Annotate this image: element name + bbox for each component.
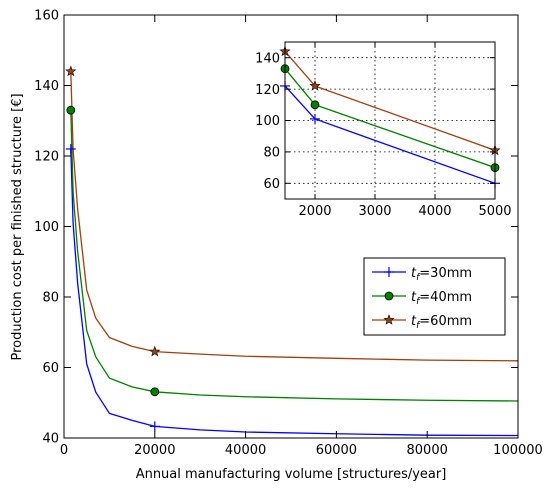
legend-swatch-marker bbox=[384, 291, 394, 301]
main-y-tick-label: 120 bbox=[34, 150, 59, 165]
main-y-tick-label: 140 bbox=[34, 79, 59, 94]
inset-y-tick-label: 80 bbox=[263, 146, 280, 161]
main-y-tick-label: 40 bbox=[42, 432, 59, 447]
main-plot: 0 20000 40000 60000 80000 100000 40 60 80 100 120 1… bbox=[34, 9, 543, 458]
main-x-tick-label: 20000 bbox=[134, 443, 175, 458]
inset-x-tick-label: 5000 bbox=[478, 204, 511, 219]
main-series-line-t-f-60mm bbox=[70, 71, 518, 362]
main-y-tick-label: 60 bbox=[42, 361, 59, 376]
inset-data-point-t-f-60mm bbox=[309, 80, 321, 91]
main-data-point-t-f-60mm bbox=[65, 65, 77, 77]
inset-y-tick-label: 60 bbox=[263, 177, 280, 192]
main-y-tick-label: 80 bbox=[42, 291, 59, 306]
legend-entry: tf=60mm bbox=[372, 314, 472, 331]
legend-label: tf=40mm bbox=[411, 290, 472, 307]
inset-x-tick-label: 4000 bbox=[418, 204, 451, 219]
legend-swatch-marker bbox=[383, 314, 395, 325]
legend: tf=30mm tf=40mm tf=60mm bbox=[363, 257, 506, 336]
main-x-tick-label: 0 bbox=[60, 443, 68, 458]
inset-x-tick-label: 2000 bbox=[298, 204, 331, 219]
main-x-tick-label: 100000 bbox=[493, 443, 543, 458]
y-axis-label: Production cost per finished structure [… bbox=[10, 93, 25, 360]
main-series-line-t-f-40mm bbox=[70, 110, 518, 402]
main-data-point-t-f-40mm bbox=[150, 387, 160, 397]
inset-y-tick-label: 100 bbox=[255, 114, 280, 129]
inset-x-tick-label: 3000 bbox=[358, 204, 391, 219]
inset-data-point-t-f-40mm bbox=[310, 100, 320, 110]
legend-entry: tf=30mm bbox=[372, 266, 472, 283]
main-y-tick-label: 160 bbox=[34, 9, 59, 24]
main-x-tick-label: 80000 bbox=[407, 443, 448, 458]
main-data-point-t-f-40mm bbox=[66, 105, 76, 115]
main-y-tick-label: 100 bbox=[34, 220, 59, 235]
legend-label: tf=60mm bbox=[411, 314, 472, 331]
inset-data-point-t-f-30mm bbox=[310, 113, 320, 124]
main-x-tick-label: 40000 bbox=[225, 443, 266, 458]
legend-swatch-marker bbox=[384, 267, 394, 277]
inset-y-tick-label: 140 bbox=[255, 51, 280, 66]
main-data-point-t-f-30mm bbox=[65, 143, 76, 154]
main-data-point-t-f-30mm bbox=[149, 421, 160, 432]
main-data-point-t-f-60mm bbox=[149, 345, 161, 357]
legend-entry: tf=40mm bbox=[372, 290, 472, 307]
x-axis-label: Annual manufacturing volume [structures/… bbox=[136, 467, 447, 482]
inset-plot: 2000 3000 4000 5000 60 80 100 120 140 bbox=[255, 41, 512, 219]
main-x-tick-label: 60000 bbox=[316, 443, 357, 458]
legend-label: tf=30mm bbox=[411, 266, 472, 283]
inset-y-tick-label: 120 bbox=[255, 83, 280, 98]
